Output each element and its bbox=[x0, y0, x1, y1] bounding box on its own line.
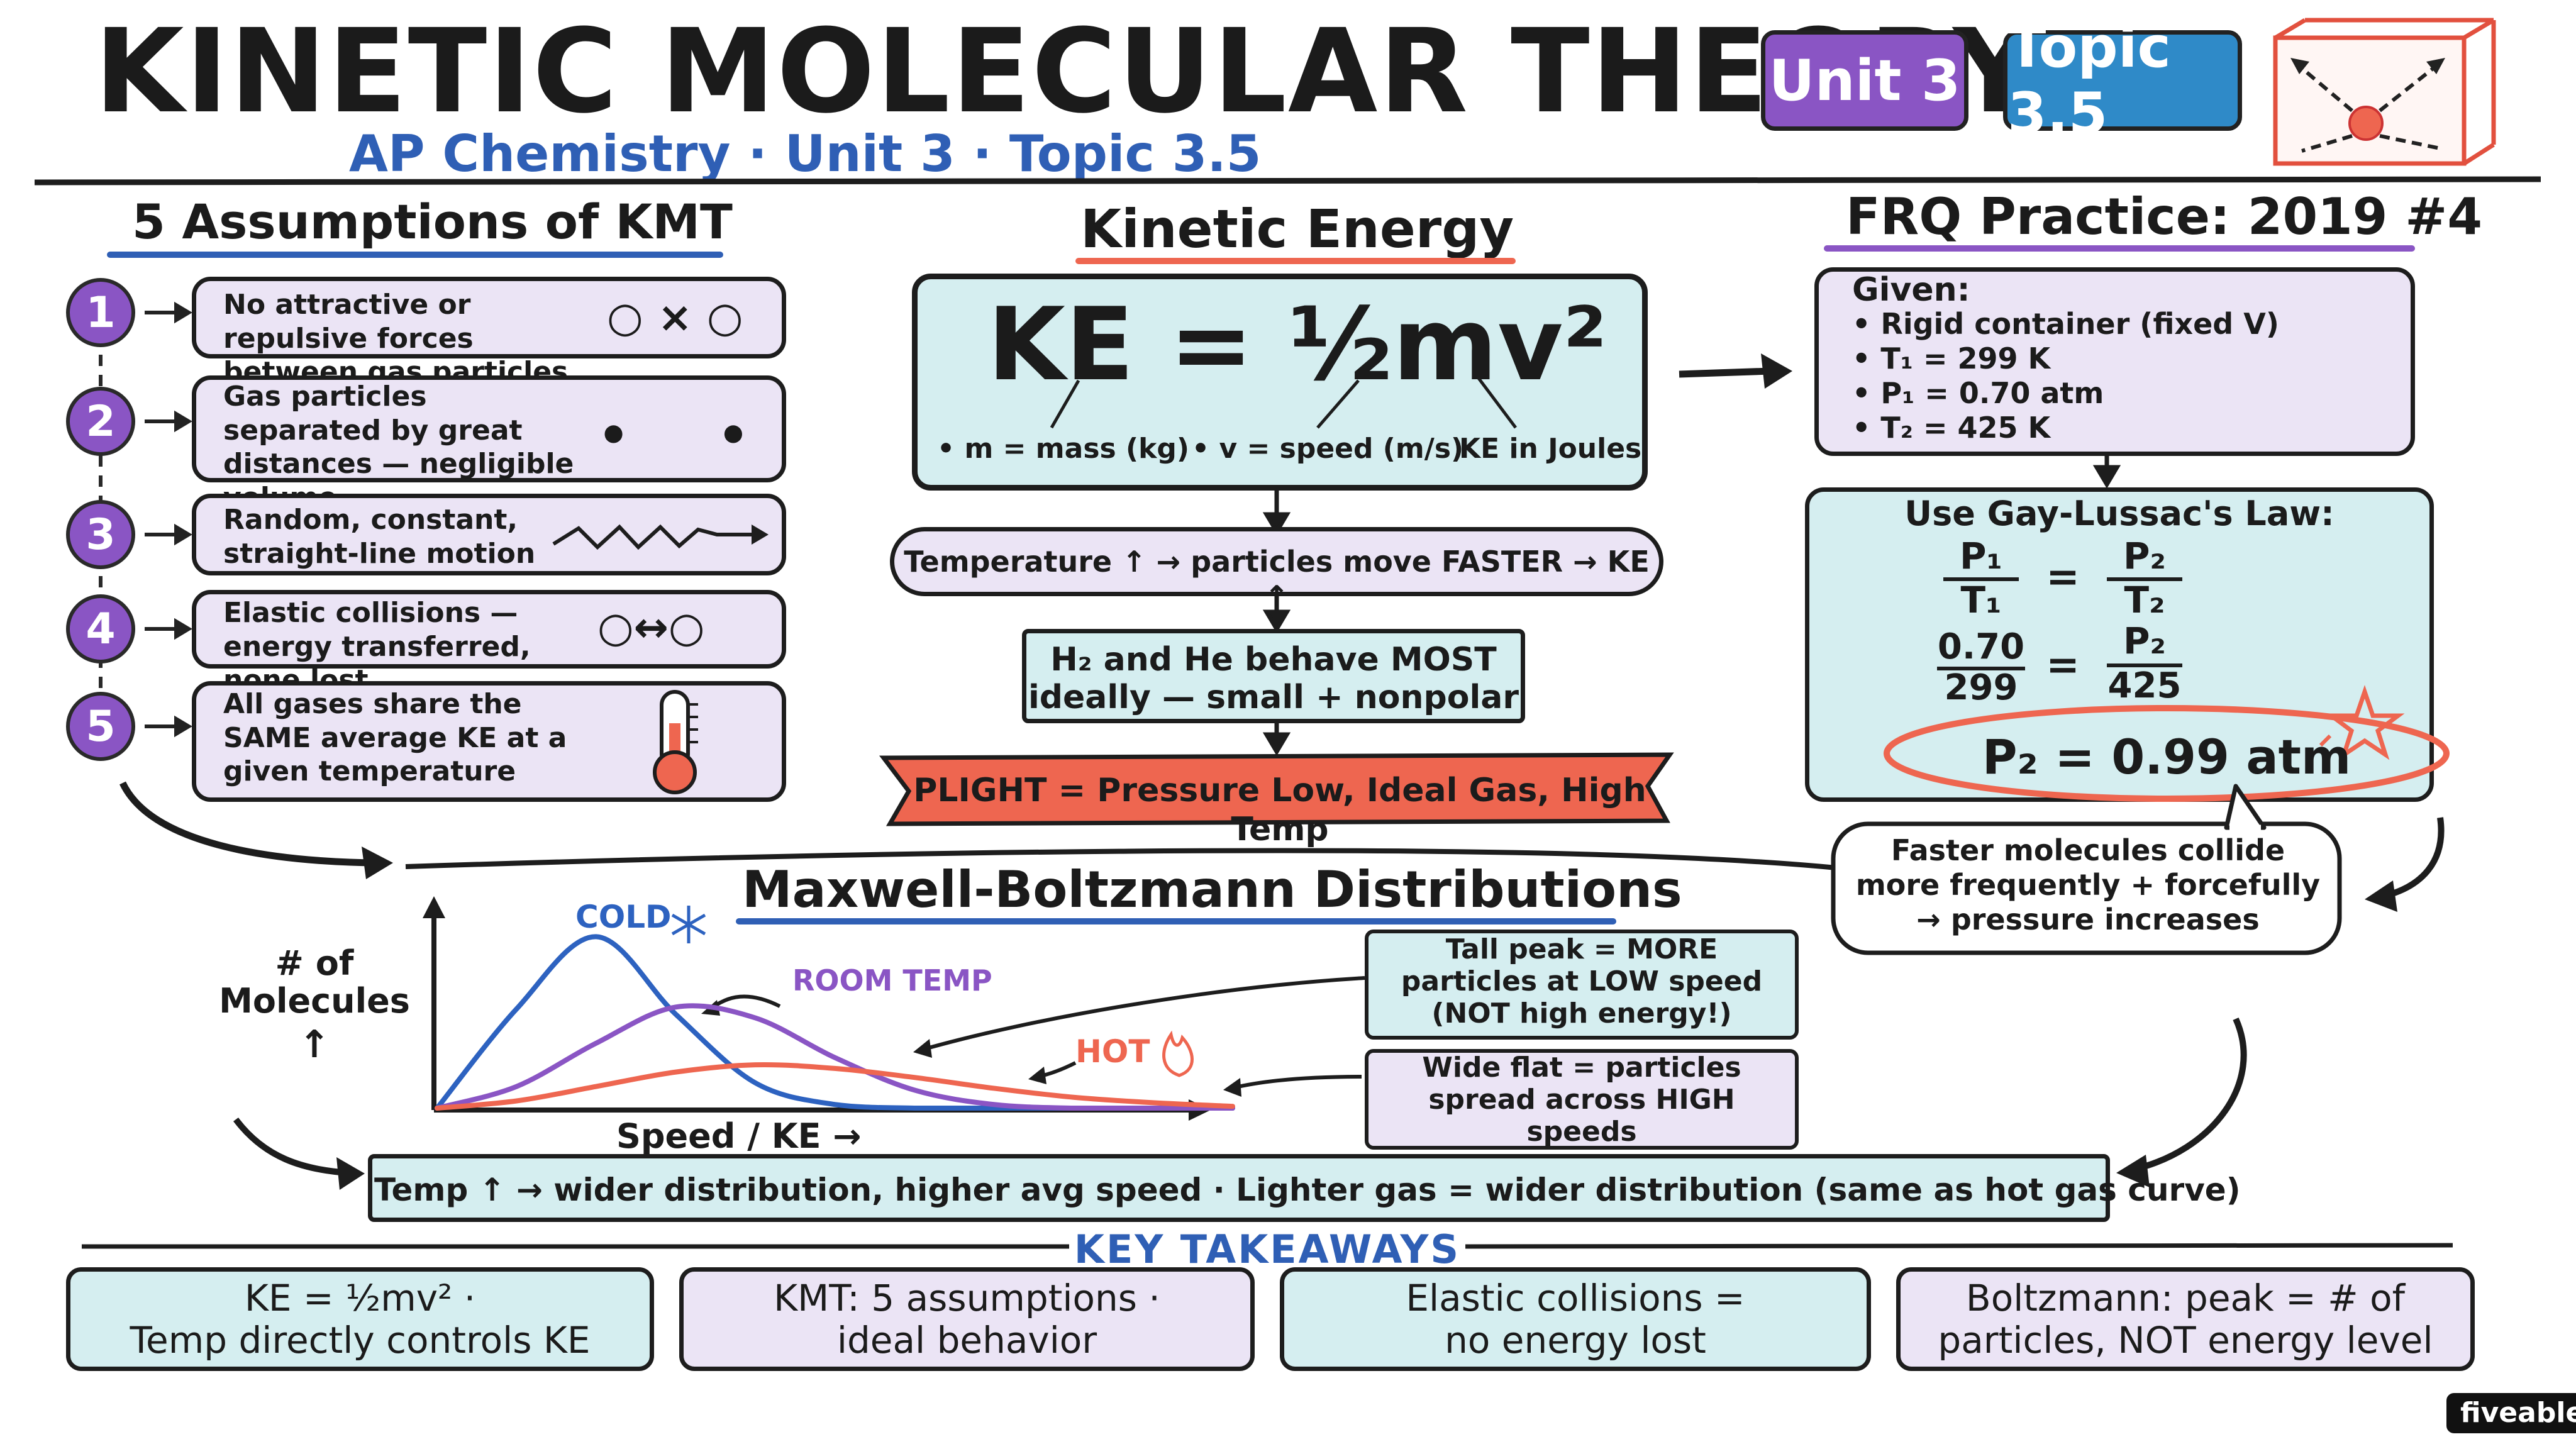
kinetic-energy-heading: Kinetic Energy bbox=[1080, 198, 1514, 260]
frq-heading: FRQ Practice: 2019 #4 bbox=[1846, 187, 2482, 246]
frq-given-card bbox=[1814, 267, 2415, 456]
takeaway-card-4: Boltzmann: peak = # of particles, NOT en… bbox=[1896, 1267, 2475, 1371]
eq2-equals: = bbox=[2046, 642, 2080, 689]
eq1-left-num: P₁ bbox=[1960, 535, 2002, 577]
elastic-collision-glyph: ○↔○ bbox=[597, 603, 705, 652]
eq1-equals: = bbox=[2046, 554, 2080, 601]
mb-y-label-1: # of bbox=[275, 943, 354, 983]
frq-bubble-text: Faster molecules collide more frequently… bbox=[1855, 833, 2321, 937]
ke-formula: KE = ½mv² bbox=[987, 286, 1607, 403]
assumption-number-4: 4 bbox=[66, 594, 135, 663]
takeaway-2-line-2: ideal behavior bbox=[836, 1318, 1097, 1362]
assumption-number-5: 5 bbox=[66, 692, 135, 761]
frq-given-title: Given: bbox=[1852, 271, 1970, 309]
mb-y-label-arrow: ↑ bbox=[298, 1023, 331, 1067]
brand-logo: fiveable bbox=[2446, 1393, 2576, 1433]
topic-badge: Topic 3.5 bbox=[2003, 14, 2242, 147]
ke-label-speed: • v = speed (m/s) bbox=[1192, 433, 1464, 465]
mb-x-axis-arrow bbox=[1189, 1099, 1211, 1121]
assumption-text-3: Random, constant, straight-line motion bbox=[223, 504, 536, 570]
ke-label-mass: • m = mass (kg) bbox=[937, 433, 1190, 465]
takeaway-3-line-1: Elastic collisions = bbox=[1406, 1276, 1745, 1319]
page-subtitle: AP Chemistry · Unit 3 · Topic 3.5 bbox=[349, 125, 1262, 183]
assumption-card-4 bbox=[192, 590, 786, 669]
assumption-number-1: 1 bbox=[66, 278, 135, 347]
mb-note-wide bbox=[1365, 1049, 1799, 1150]
mb-label-hot: HOT bbox=[1075, 1033, 1150, 1070]
frq-law-title: Use Gay-Lussac's Law: bbox=[1904, 494, 2334, 533]
mb-label-cold: COLD bbox=[575, 899, 672, 935]
assumptions-underline bbox=[107, 252, 723, 258]
flame-icon bbox=[1162, 1030, 1194, 1077]
assumption-card-1 bbox=[192, 277, 786, 358]
ke-underline bbox=[1075, 258, 1516, 264]
unit-badge: Unit 3 bbox=[1761, 30, 1968, 131]
eq1-right-num: P₂ bbox=[2123, 535, 2166, 577]
mb-curve-cold bbox=[435, 934, 1235, 1111]
ideal-gas-line-1: H₂ and He behave MOST bbox=[1050, 641, 1497, 679]
page-title: KINETIC MOLECULAR THEORY bbox=[94, 4, 2038, 139]
takeaway-card-2: KMT: 5 assumptions · ideal behavior bbox=[679, 1267, 1255, 1371]
frq-answer: P₂ = 0.99 atm bbox=[1982, 729, 2351, 785]
takeaway-3-line-2: no energy lost bbox=[1445, 1318, 1706, 1362]
snowflake-icon bbox=[671, 906, 706, 943]
mb-x-label: Speed / KE → bbox=[616, 1116, 862, 1156]
frq-given-item-1: • Rigid container (fixed V) bbox=[1852, 307, 2279, 341]
takeaways-heading: KEY TAKEAWAYS bbox=[1074, 1226, 1461, 1272]
ke-formula-card bbox=[912, 274, 1648, 491]
no-attraction-glyph: ○ × ○ bbox=[607, 293, 743, 341]
mb-summary-bar bbox=[368, 1154, 2110, 1222]
mb-y-label-2: Molecules bbox=[219, 981, 410, 1021]
frq-given-item-3: • P₁ = 0.70 atm bbox=[1852, 376, 2104, 410]
ideal-gas-card bbox=[1022, 629, 1525, 723]
frq-given-item-4: • T₂ = 425 K bbox=[1852, 411, 2051, 445]
assumption-number-2: 2 bbox=[66, 387, 135, 456]
assumption-card-2 bbox=[192, 375, 786, 482]
eq2-right-bar bbox=[2107, 663, 2182, 667]
assumption-text-5: All gases share the SAME average KE at a… bbox=[223, 688, 567, 788]
frq-given-item-2: • T₁ = 299 K bbox=[1852, 341, 2051, 375]
assumption-number-3: 3 bbox=[66, 500, 135, 569]
mb-curve-hot bbox=[435, 1062, 1235, 1111]
takeaway-4-line-2: particles, NOT energy level bbox=[1938, 1318, 2433, 1362]
assumptions-heading: 5 Assumptions of KMT bbox=[132, 194, 733, 250]
separated-particles-glyph: • • bbox=[597, 406, 750, 465]
eq1-left-bar bbox=[1943, 577, 2019, 581]
eq1-left-den: T₁ bbox=[1960, 579, 2002, 621]
mb-note-wide-text: Wide flat = particles spread across HIGH… bbox=[1422, 1052, 1741, 1148]
eq2-right-num: P₂ bbox=[2123, 619, 2166, 662]
mb-y-axis-arrow bbox=[423, 896, 445, 918]
plight-banner: PLIGHT = Pressure Low, Ideal Gas, High T… bbox=[913, 772, 1646, 849]
temperature-bubble bbox=[890, 527, 1663, 596]
eq2-right-den: 425 bbox=[2107, 665, 2182, 706]
takeaway-card-1: KE = ½mv² · Temp directly controls KE bbox=[66, 1267, 654, 1371]
ideal-gas-line-2: ideally — small + nonpolar bbox=[1028, 679, 1519, 716]
eq1-right-den: T₂ bbox=[2124, 579, 2165, 621]
mb-summary-text: Temp ↑ → wider distribution, higher avg … bbox=[374, 1172, 2241, 1208]
assumption-text-4: Elastic collisions — energy transferred,… bbox=[223, 597, 531, 697]
frq-underline bbox=[1824, 245, 2415, 252]
assumption-text-1: No attractive or repulsive forces betwee… bbox=[223, 289, 569, 389]
eq2-left-num: 0.70 bbox=[1937, 626, 2025, 667]
ke-label-joules: KE in Joules bbox=[1459, 433, 1642, 465]
takeaway-1-line-1: KE = ½mv² · bbox=[244, 1276, 476, 1319]
takeaway-card-3: Elastic collisions = no energy lost bbox=[1280, 1267, 1871, 1371]
takeaway-2-line-1: KMT: 5 assumptions · bbox=[774, 1276, 1160, 1319]
eq2-left-den: 299 bbox=[1944, 667, 2018, 708]
mb-note-tall bbox=[1365, 930, 1799, 1040]
mb-underline bbox=[736, 918, 1616, 924]
eq1-right-bar bbox=[2107, 577, 2182, 581]
takeaway-4-line-1: Boltzmann: peak = # of bbox=[1965, 1276, 2406, 1319]
temperature-bubble-text: Temperature ↑ → particles move FASTER → … bbox=[904, 545, 1650, 614]
takeaway-1-line-2: Temp directly controls KE bbox=[130, 1318, 591, 1362]
mb-heading: Maxwell-Boltzmann Distributions bbox=[742, 860, 1682, 919]
mb-note-tall-text: Tall peak = MORE particles at LOW speed … bbox=[1401, 933, 1763, 1030]
mb-label-room: ROOM TEMP bbox=[792, 963, 992, 997]
eq2-left-bar bbox=[1937, 667, 2025, 670]
